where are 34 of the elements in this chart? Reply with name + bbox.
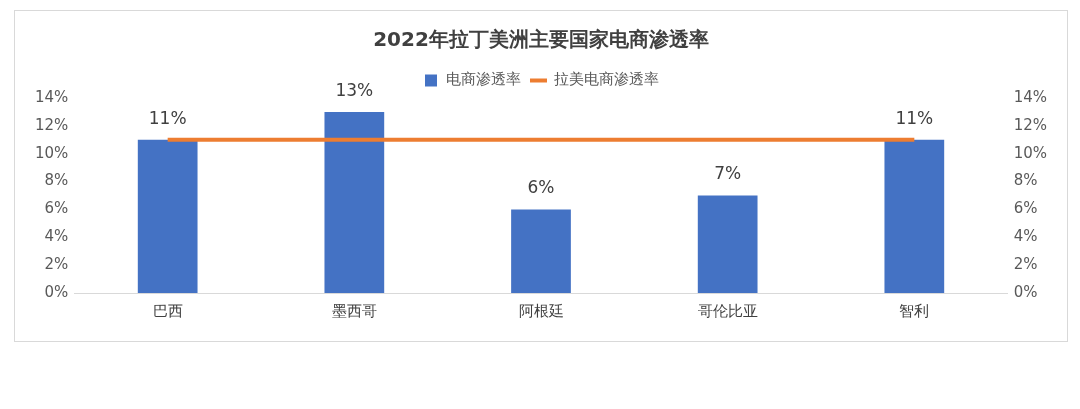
data-label: 11% [895, 107, 934, 128]
x-tick-label: 阿根廷 [518, 301, 564, 320]
x-tick-label: 墨西哥 [331, 301, 377, 320]
legend-label: 电商渗透率 [446, 70, 521, 89]
y-tick-label: 0% [44, 282, 69, 301]
chart-title: 2022年拉丁美洲主要国家电商渗透率 [373, 27, 709, 52]
y2-tick-label: 6% [1013, 199, 1038, 218]
y-tick-label: 4% [44, 227, 69, 246]
data-label: 11% [148, 107, 187, 128]
y2-tick-label: 12% [1013, 115, 1047, 134]
data-label: 7% [714, 163, 742, 184]
x-tick-label: 巴西 [152, 301, 183, 320]
y-tick-label: 8% [44, 171, 69, 190]
x-tick-label: 智利 [899, 301, 930, 320]
data-label: 6% [527, 177, 555, 198]
y-tick-label: 2% [44, 255, 69, 274]
y2-tick-label: 14% [1013, 87, 1047, 106]
y2-tick-label: 0% [1013, 282, 1038, 301]
bar [511, 209, 571, 293]
y2-tick-label: 4% [1013, 227, 1038, 246]
y-tick-label: 14% [35, 87, 69, 106]
y2-tick-label: 2% [1013, 255, 1038, 274]
legend-label: 拉美电商渗透率 [553, 70, 659, 89]
data-label: 13% [335, 79, 374, 100]
bar [324, 111, 385, 293]
bar [697, 195, 758, 293]
y-tick-label: 10% [35, 143, 69, 162]
y2-tick-label: 8% [1013, 171, 1038, 190]
y-tick-label: 12% [35, 115, 69, 134]
bar [137, 139, 198, 293]
bar [884, 139, 945, 293]
y-tick-label: 6% [44, 199, 69, 218]
x-tick-label: 哥伦比亚 [697, 301, 758, 320]
y2-tick-label: 10% [1013, 143, 1047, 162]
